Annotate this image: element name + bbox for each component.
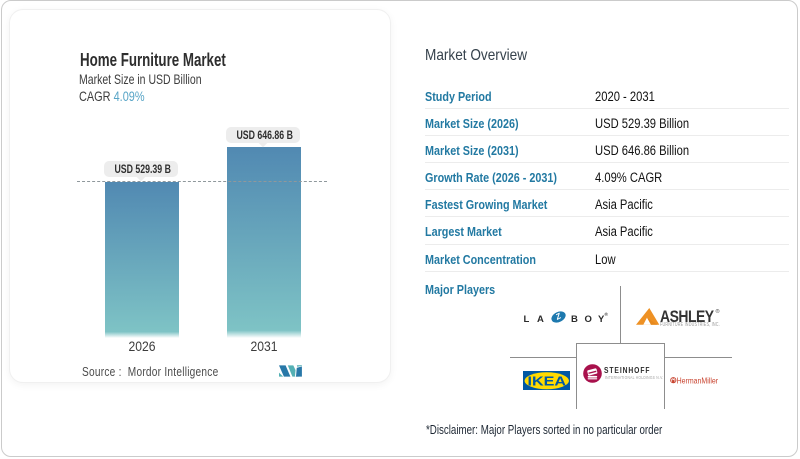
svg-text:HermanMiller: HermanMiller (677, 375, 719, 385)
svg-text:IKEA: IKEA (527, 373, 566, 388)
